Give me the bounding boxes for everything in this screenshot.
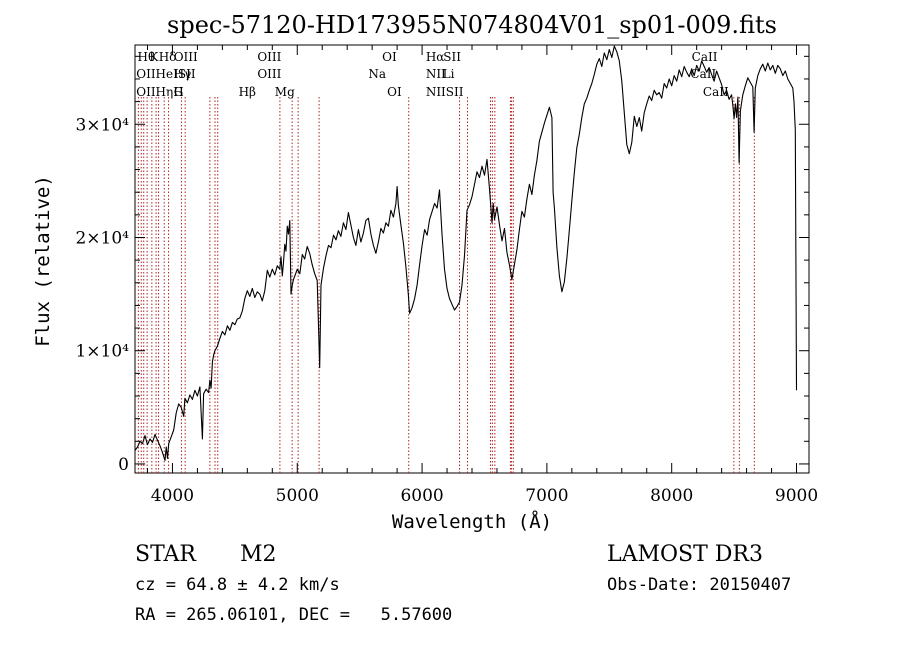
line-label: OIIHηH	[136, 85, 183, 99]
line-label: CaII	[692, 50, 718, 64]
line-label: OIIHeISII	[136, 67, 196, 81]
y-axis: 0 1×10⁴ 2×10⁴ 3×10⁴	[75, 55, 809, 475]
object-subclass: M2	[240, 542, 277, 567]
line-label: Li	[443, 67, 455, 81]
line-label: Hθ	[137, 50, 155, 64]
x-axis: 4000 5000 6000 7000 8000 9000	[146, 45, 818, 506]
line-label: OI	[382, 50, 397, 64]
line-label: Hα	[426, 50, 445, 64]
x-tick-label: 8000	[650, 486, 693, 506]
line-label: Hβ	[239, 85, 256, 99]
spectrum-series	[134, 45, 798, 462]
chart-title: spec-57120-HD173955N074804V01_sp01-009.f…	[167, 11, 777, 39]
line-label: OI	[387, 85, 402, 99]
line-label: NIISII	[426, 85, 464, 99]
plot-frame	[134, 44, 810, 474]
y-tick-label: 2×10⁴	[75, 228, 129, 248]
line-label: NII	[426, 67, 446, 81]
object-type: STAR	[135, 542, 197, 567]
line-label: Na	[368, 67, 386, 81]
line-label: Mg	[275, 85, 295, 99]
x-axis-label: Wavelength (Å)	[392, 510, 552, 533]
line-label: OIII	[257, 50, 281, 64]
x-tick-label: 9000	[775, 486, 818, 506]
x-tick-label: 7000	[525, 486, 568, 506]
line-label: G	[174, 85, 184, 99]
y-tick-label: 0	[118, 455, 129, 475]
x-tick-label: 5000	[276, 486, 319, 506]
y-tick-label: 3×10⁴	[75, 115, 129, 135]
line-label: K	[149, 50, 159, 64]
x-tick-label: 6000	[400, 486, 443, 506]
spectrum-line	[134, 45, 798, 462]
y-axis-label: Flux (relative)	[32, 175, 54, 347]
y-tick-label: 1×10⁴	[75, 342, 129, 362]
observation-date: Obs-Date: 20150407	[607, 575, 791, 595]
redshift-cz: cz = 64.8 ± 4.2 km/s	[135, 575, 340, 595]
line-label: OIII	[174, 50, 198, 64]
x-tick-label: 4000	[151, 486, 194, 506]
line-label: OIII	[257, 67, 281, 81]
survey-name: LAMOST DR3	[607, 542, 763, 567]
coordinates: RA = 265.06101, DEC = 5.57600	[135, 605, 452, 625]
line-label: Hγ	[174, 67, 192, 81]
line-label: SII	[443, 50, 461, 64]
